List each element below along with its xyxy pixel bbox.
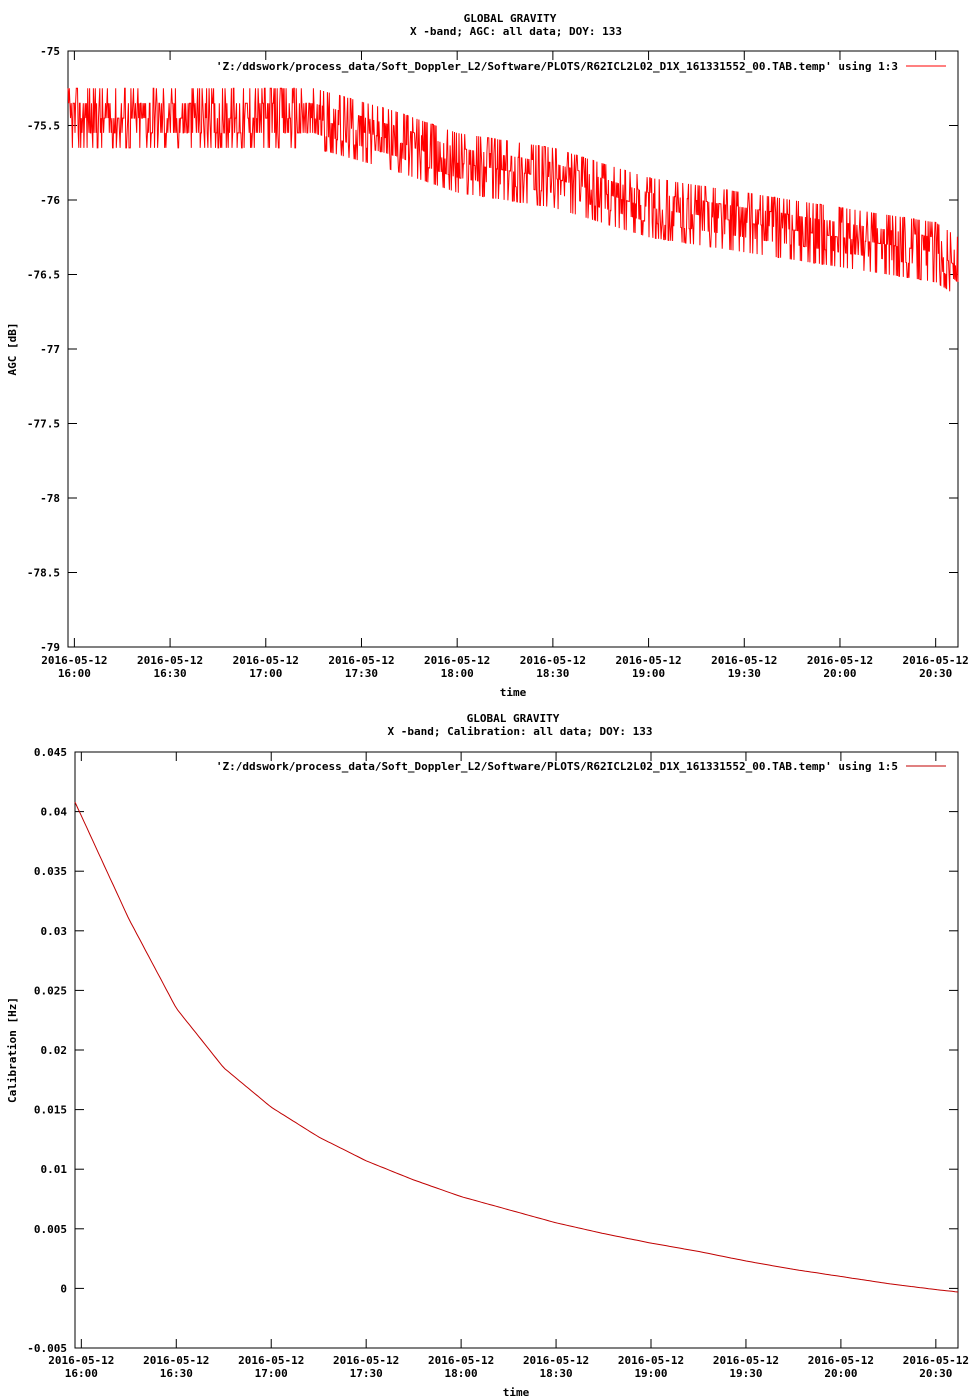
y-tick-label: -78.5 [27, 567, 60, 580]
y-tick-label: -0.005 [27, 1342, 67, 1355]
agc-y-axis-label: AGC [dB] [6, 323, 19, 376]
y-tick-label: -76.5 [27, 269, 60, 282]
y-tick-label: -76 [40, 194, 60, 207]
agc-plot-frame [67, 50, 959, 648]
agc-chart-title: GLOBAL GRAVITY [464, 12, 557, 25]
x-tick-time-label: 18:00 [445, 1367, 478, 1380]
x-tick-date-label: 2016-05-12 [713, 1354, 779, 1367]
calibration-series-line [74, 801, 959, 1293]
y-tick-label: 0.02 [41, 1044, 68, 1057]
y-tick-label: -75.5 [27, 120, 60, 133]
x-tick-date-label: 2016-05-12 [428, 1354, 494, 1367]
x-tick-date-label: 2016-05-12 [143, 1354, 209, 1367]
x-tick-time-label: 17:30 [350, 1367, 383, 1380]
x-tick-date-label: 2016-05-12 [41, 654, 107, 667]
x-tick-time-label: 17:30 [345, 667, 378, 680]
calibration-x-ticks: 2016-05-1216:002016-05-1216:302016-05-12… [48, 752, 969, 1380]
agc-x-ticks: 2016-05-1216:002016-05-1216:302016-05-12… [41, 51, 969, 680]
x-tick-time-label: 20:30 [919, 1367, 952, 1380]
x-tick-time-label: 16:00 [58, 667, 91, 680]
y-tick-label: 0.04 [41, 806, 68, 819]
x-tick-time-label: 19:00 [632, 667, 665, 680]
y-tick-label: 0.015 [34, 1104, 67, 1117]
agc-legend-label: 'Z:/ddswork/process_data/Soft_Doppler_L2… [216, 60, 898, 73]
calibration-x-axis-label: time [503, 1386, 530, 1399]
y-tick-label: 0.045 [34, 746, 67, 759]
x-tick-time-label: 20:30 [919, 667, 952, 680]
x-tick-time-label: 17:00 [255, 1367, 288, 1380]
x-tick-date-label: 2016-05-12 [424, 654, 490, 667]
x-tick-date-label: 2016-05-12 [903, 1354, 969, 1367]
calibration-y-axis-label: Calibration [Hz] [6, 997, 19, 1103]
calibration-chart: GLOBAL GRAVITY X -band; Calibration: all… [6, 712, 969, 1399]
x-tick-time-label: 20:00 [823, 667, 856, 680]
x-tick-date-label: 2016-05-12 [903, 654, 969, 667]
x-tick-date-label: 2016-05-12 [137, 654, 203, 667]
y-tick-label: -75 [40, 45, 60, 58]
y-tick-label: 0.03 [41, 925, 68, 938]
calibration-chart-subtitle: X -band; Calibration: all data; DOY: 133 [388, 725, 653, 738]
y-tick-label: -77.5 [27, 418, 60, 431]
x-tick-date-label: 2016-05-12 [523, 1354, 589, 1367]
x-tick-date-label: 2016-05-12 [48, 1354, 114, 1367]
agc-chart-subtitle: X -band; AGC: all data; DOY: 133 [410, 25, 622, 38]
x-tick-time-label: 18:30 [536, 667, 569, 680]
agc-series-line [67, 87, 959, 292]
x-tick-date-label: 2016-05-12 [711, 654, 777, 667]
y-tick-label: -78 [40, 492, 60, 505]
x-tick-time-label: 19:30 [729, 1367, 762, 1380]
y-tick-label: 0.005 [34, 1223, 67, 1236]
agc-chart: GLOBAL GRAVITY X -band; AGC: all data; D… [6, 12, 969, 699]
x-tick-time-label: 16:00 [65, 1367, 98, 1380]
x-tick-time-label: 20:00 [824, 1367, 857, 1380]
x-tick-time-label: 19:30 [728, 667, 761, 680]
y-tick-label: -77 [40, 343, 60, 356]
x-tick-date-label: 2016-05-12 [233, 654, 299, 667]
y-tick-label: 0.035 [34, 865, 67, 878]
y-tick-label: 0.025 [34, 984, 67, 997]
x-tick-time-label: 16:30 [154, 667, 187, 680]
x-tick-time-label: 19:00 [634, 1367, 667, 1380]
x-tick-date-label: 2016-05-12 [618, 1354, 684, 1367]
calibration-y-ticks: 0.045 0.04 0.035 0.03 0.025 0.02 0.015 0.01 0.00… [27, 746, 958, 1355]
x-tick-date-label: 2016-05-12 [807, 654, 873, 667]
x-tick-date-label: 2016-05-12 [333, 1354, 399, 1367]
x-tick-date-label: 2016-05-12 [808, 1354, 874, 1367]
x-tick-date-label: 2016-05-12 [328, 654, 394, 667]
calibration-chart-title: GLOBAL GRAVITY [467, 712, 560, 725]
y-tick-label: -79 [40, 641, 60, 654]
calibration-legend-label: 'Z:/ddswork/process_data/Soft_Doppler_L2… [216, 760, 898, 773]
calibration-plot-frame [74, 751, 959, 1349]
x-tick-date-label: 2016-05-12 [238, 1354, 304, 1367]
x-tick-time-label: 18:30 [539, 1367, 572, 1380]
y-tick-label: 0 [60, 1282, 67, 1295]
x-tick-date-label: 2016-05-12 [520, 654, 586, 667]
x-tick-date-label: 2016-05-12 [615, 654, 681, 667]
agc-x-axis-label: time [500, 686, 527, 699]
y-tick-label: 0.01 [41, 1163, 68, 1176]
x-tick-time-label: 17:00 [249, 667, 282, 680]
x-tick-time-label: 16:30 [160, 1367, 193, 1380]
x-tick-time-label: 18:00 [441, 667, 474, 680]
